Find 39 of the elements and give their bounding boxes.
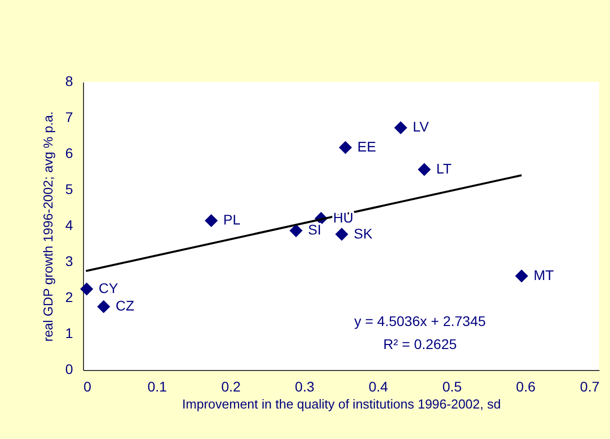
point: [515, 270, 528, 283]
series-label: SI: [308, 222, 322, 238]
series-label: LV: [412, 118, 430, 135]
x-tick-label: 0.6: [516, 378, 536, 394]
x-tick-label: 0.3: [294, 378, 315, 394]
annotation: R² = 0.2625: [383, 336, 457, 352]
point: [418, 162, 431, 176]
y-axis-title: real GDP growth 1996-2002; avg % p.a.: [40, 111, 56, 342]
y-tick-label: 6: [65, 145, 74, 161]
x-axis-title: Improvement in the quality of institutions 1996-2002, sd: [182, 396, 501, 412]
point: [394, 121, 408, 134]
point: [80, 282, 94, 296]
y-tick-label: 2: [65, 289, 74, 305]
series-label: EE: [357, 138, 376, 155]
point: [290, 224, 303, 238]
series-label: SK: [354, 225, 374, 242]
annotation: y = 4.5036x + 2.7345: [354, 313, 486, 329]
series-label: PL: [223, 212, 241, 228]
y-tick-label: 5: [65, 181, 74, 197]
series-label: CY: [98, 280, 119, 296]
x-tick-label: 0.4: [368, 378, 388, 394]
series-label: CZ: [116, 298, 135, 314]
x-tick-label: 0.5: [442, 378, 462, 394]
point: [338, 141, 352, 154]
series-label: LT: [436, 160, 452, 176]
x-tick-label: 0.1: [147, 378, 168, 394]
y-tick-label: 0: [65, 361, 74, 377]
y-tick-label: 1: [65, 325, 74, 341]
y-tick-label: 4: [65, 217, 74, 233]
y-tick-label: 3: [65, 253, 74, 269]
x-tick-label: 0.2: [221, 378, 241, 394]
point: [97, 300, 110, 314]
point: [204, 214, 218, 228]
y-tick-label: 8: [65, 73, 74, 89]
x-tick-label: 0.7: [580, 378, 600, 394]
y-tick-label: 7: [65, 109, 74, 125]
x-tick-label: 0: [84, 378, 92, 394]
point: [335, 228, 348, 241]
series-label: MT: [534, 267, 554, 284]
